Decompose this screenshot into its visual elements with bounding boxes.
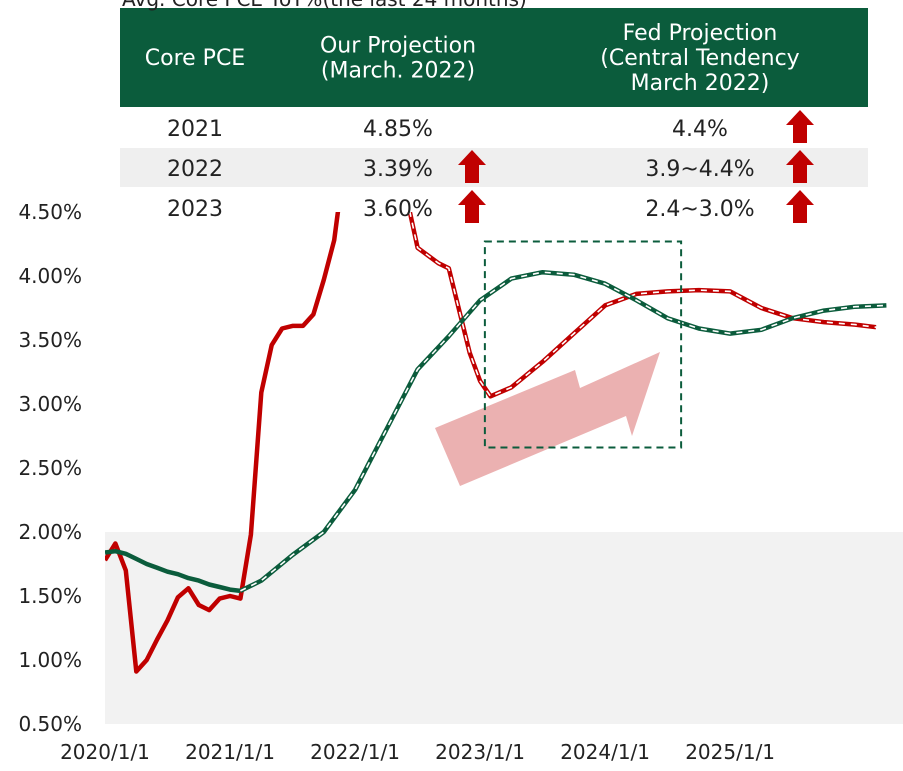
y-tick-label: 2.00% bbox=[18, 520, 82, 544]
y-tick-label: 4.00% bbox=[18, 264, 82, 288]
up-arrow bbox=[458, 190, 486, 223]
table-cell: 4.85% bbox=[363, 117, 433, 142]
x-tick-label: 2024/1/1 bbox=[560, 740, 650, 764]
table-header-text: Our Projection bbox=[320, 34, 476, 59]
up-arrow bbox=[786, 110, 814, 143]
up-arrow bbox=[786, 150, 814, 183]
table-cell: 2021 bbox=[167, 117, 223, 142]
table-cell: 2.4~3.0% bbox=[645, 197, 754, 222]
series-line bbox=[105, 212, 341, 674]
table-cell: 2022 bbox=[167, 157, 223, 182]
y-tick-label: 1.50% bbox=[18, 584, 82, 608]
y-tick-label: 3.50% bbox=[18, 328, 82, 352]
table-header-text: (March. 2022) bbox=[321, 59, 475, 84]
series-dash bbox=[240, 271, 887, 592]
y-tick-label: 3.00% bbox=[18, 392, 82, 416]
series-line bbox=[105, 548, 241, 594]
chart-title: Avg. Core PCE YoY%(the last 24 months) bbox=[122, 0, 527, 11]
y-tick-label: 1.00% bbox=[18, 648, 82, 672]
table-row-band bbox=[120, 148, 868, 187]
y-tick-label: 4.50% bbox=[18, 200, 82, 224]
y-tick-label: 2.50% bbox=[18, 456, 82, 480]
x-tick-label: 2022/1/1 bbox=[310, 740, 400, 764]
x-tick-label: 2025/1/1 bbox=[685, 740, 775, 764]
shaded-band bbox=[105, 532, 903, 724]
table-header bbox=[120, 8, 868, 107]
table-cell: 3.60% bbox=[363, 197, 433, 222]
y-tick-label: 0.50% bbox=[18, 712, 82, 736]
lines-layer bbox=[105, 212, 887, 674]
background-layer bbox=[105, 532, 903, 724]
up-arrow bbox=[458, 150, 486, 183]
foreground-layer: 0.50% 1.00% 1.50% 2.00% 2.50% 3.00% 3.50% 4.00%… bbox=[18, 8, 868, 764]
table-cell: 3.39% bbox=[363, 157, 433, 182]
highlight-box bbox=[483, 240, 683, 449]
table-header-text: March 2022) bbox=[631, 71, 770, 96]
table-cell: 2023 bbox=[167, 197, 223, 222]
x-tick-label: 2023/1/1 bbox=[435, 740, 525, 764]
x-tick-label: 2021/1/1 bbox=[185, 740, 275, 764]
x-tick-label: 2020/1/1 bbox=[60, 740, 150, 764]
table-cell: 4.4% bbox=[672, 117, 728, 142]
series-dash bbox=[409, 212, 877, 398]
table-header-text: Fed Projection bbox=[623, 21, 778, 46]
trend-arrow bbox=[435, 352, 660, 486]
table-header-text: Core PCE bbox=[145, 46, 245, 71]
up-arrow bbox=[786, 190, 814, 223]
table-header-text: (Central Tendency bbox=[600, 46, 799, 71]
table-cell: 3.9~4.4% bbox=[645, 157, 754, 182]
